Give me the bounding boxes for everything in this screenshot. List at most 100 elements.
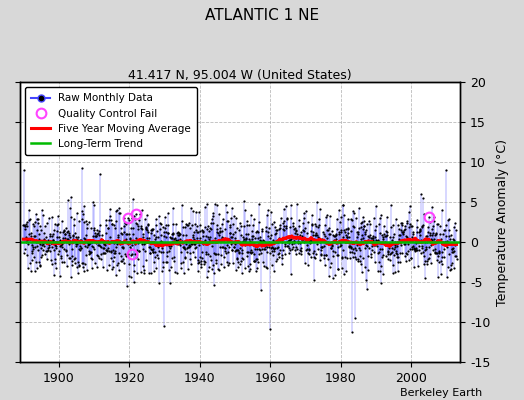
Point [399, 229, 407, 235]
Point [38, 238, 46, 245]
Point [372, 234, 380, 240]
Point [121, 251, 129, 258]
Point [144, 222, 152, 228]
Point [419, 248, 427, 255]
Point [173, 238, 181, 245]
Point [41, 234, 50, 241]
Point [188, 238, 196, 245]
Point [258, 246, 266, 252]
Point [392, 248, 400, 254]
Point [297, 245, 305, 252]
Point [361, 229, 369, 235]
Point [381, 228, 390, 234]
Point [174, 229, 182, 235]
Point [182, 221, 190, 227]
Point [310, 254, 319, 261]
Point [440, 241, 449, 247]
Point [209, 213, 217, 220]
Point [362, 242, 370, 248]
Point [42, 255, 51, 262]
Point [355, 225, 363, 231]
Point [149, 248, 157, 255]
Point [172, 239, 180, 246]
Point [142, 226, 150, 232]
Point [26, 236, 34, 242]
Point [198, 233, 206, 239]
Point [373, 239, 381, 246]
Point [371, 242, 379, 248]
Point [134, 256, 142, 262]
Point [166, 280, 174, 286]
Point [118, 245, 127, 252]
Point [130, 279, 138, 285]
Point [301, 260, 310, 266]
Point [285, 245, 293, 251]
Point [342, 225, 351, 232]
Point [380, 232, 389, 239]
Point [447, 232, 455, 238]
Point [367, 251, 375, 257]
Point [369, 239, 377, 246]
Point [20, 246, 29, 252]
Point [354, 258, 363, 264]
Point [160, 232, 168, 239]
Point [76, 247, 84, 253]
Point [215, 266, 223, 273]
Point [419, 221, 427, 228]
Point [150, 259, 158, 266]
Point [269, 236, 278, 243]
Point [163, 258, 171, 265]
Point [118, 230, 126, 237]
Point [308, 220, 316, 227]
Point [372, 203, 380, 210]
Point [90, 246, 99, 252]
Point [31, 258, 40, 265]
Point [211, 234, 220, 241]
Point [391, 239, 399, 245]
Point [86, 224, 95, 231]
Point [433, 257, 442, 263]
Point [259, 238, 268, 244]
Point [282, 224, 290, 231]
Point [439, 241, 447, 247]
Point [256, 234, 264, 240]
Point [132, 254, 140, 260]
Point [432, 229, 441, 236]
Point [399, 228, 407, 235]
Point [29, 223, 38, 229]
Point [348, 329, 356, 335]
Point [334, 266, 342, 272]
Point [405, 224, 413, 230]
Point [446, 261, 455, 268]
Point [224, 249, 232, 255]
Point [446, 241, 454, 247]
Point [65, 241, 73, 247]
Point [229, 221, 237, 227]
Point [71, 255, 79, 261]
Point [202, 251, 211, 258]
Point [102, 247, 111, 254]
Point [23, 218, 31, 225]
Point [201, 259, 209, 265]
Point [198, 227, 206, 234]
Point [81, 261, 89, 268]
Point [310, 276, 318, 283]
Point [367, 235, 375, 242]
Point [402, 250, 410, 257]
Point [316, 247, 325, 254]
Point [53, 227, 62, 234]
Point [250, 216, 258, 222]
Point [134, 240, 143, 246]
Point [30, 233, 38, 240]
Point [95, 228, 103, 234]
Point [104, 217, 113, 223]
Point [124, 251, 133, 258]
Point [68, 246, 76, 253]
Point [352, 247, 361, 254]
Point [205, 236, 213, 242]
Point [202, 233, 210, 240]
Point [160, 229, 168, 236]
Point [412, 229, 421, 236]
Point [119, 260, 128, 266]
Point [212, 257, 221, 263]
